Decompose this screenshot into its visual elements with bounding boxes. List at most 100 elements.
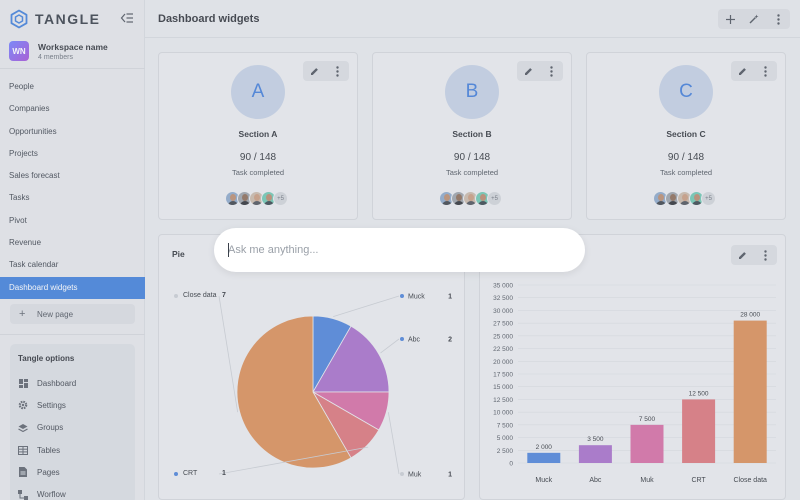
edit-button[interactable] [736, 248, 750, 262]
y-tick-label: 32 500 [493, 295, 513, 302]
option-settings[interactable]: Settings [18, 394, 76, 416]
bar-muk[interactable] [630, 424, 664, 463]
workspace-switcher[interactable]: WN Workspace name 4 members [9, 41, 108, 61]
section-avatar: C [659, 65, 713, 119]
pie-chart-card: Pie Muck 1 Abc 2 Muk 1 Close data 7 CRT 1 [158, 234, 465, 500]
y-tick-label: 35 000 [493, 283, 513, 290]
section-card-c: C Section C 90 / 148 Task completed +5 [586, 52, 786, 220]
avatar [451, 191, 466, 206]
more-members-badge: +5 [487, 191, 502, 206]
pencil-icon [739, 251, 746, 259]
x-tick-label: Muk [640, 477, 654, 484]
y-tick-label: 27 500 [493, 321, 513, 328]
nav-item-opportunities[interactable]: Opportunities [9, 126, 57, 136]
divider [0, 334, 145, 335]
legend-label: Muck [408, 294, 425, 301]
legend-dot [400, 337, 404, 341]
edit-button[interactable] [308, 64, 322, 78]
bar-muck[interactable] [527, 452, 561, 463]
bar-value-label: 7 500 [639, 416, 656, 423]
member-avatars[interactable]: +5 [225, 191, 288, 206]
y-tick-label: 25 000 [493, 333, 513, 340]
new-page-button[interactable]: + New page [10, 304, 135, 324]
bar-abc[interactable] [578, 445, 612, 463]
option-dashboard[interactable]: Dashboard [18, 372, 76, 394]
task-count: 90 / 148 [667, 152, 705, 163]
task-subtitle: Task completed [445, 168, 499, 177]
nav-item-revenue[interactable]: Revenue [9, 238, 42, 248]
option-label: Groups [37, 423, 64, 433]
legend-dot [400, 472, 404, 476]
nav-item-task-calendar[interactable]: Task calendar [9, 260, 59, 270]
workspace-name: Workspace name [38, 41, 108, 52]
new-page-label: New page [37, 309, 74, 319]
more-members-badge: +5 [701, 191, 716, 206]
page-title: Dashboard widgets [158, 13, 260, 25]
divider [0, 68, 145, 69]
add-widget-button[interactable] [723, 12, 737, 26]
more-vertical-icon [550, 65, 553, 77]
more-options-button[interactable] [771, 12, 785, 26]
more-button[interactable] [759, 248, 773, 262]
nav-item-pivot[interactable]: Pivot [9, 215, 27, 225]
legend-value: 1 [448, 472, 452, 479]
options-title: Tangle options [18, 354, 75, 363]
section-title: Section A [238, 129, 278, 139]
workflow-icon [18, 489, 28, 500]
nav-item-sales-forecast[interactable]: Sales forecast [9, 171, 60, 181]
nav-item-projects[interactable]: Projects [9, 148, 38, 158]
y-tick-label: 22 500 [493, 346, 513, 353]
x-tick-label: Muck [535, 477, 552, 484]
card-actions [731, 245, 777, 265]
nav-item-tasks[interactable]: Tasks [9, 193, 30, 203]
edit-button[interactable] [522, 64, 536, 78]
option-tables[interactable]: Tables [18, 439, 76, 461]
more-members-badge: +5 [273, 191, 288, 206]
legend-label: Abc [408, 337, 421, 344]
leader-line [380, 338, 400, 354]
more-button[interactable] [331, 64, 345, 78]
bar-value-label: 12 500 [689, 390, 709, 397]
nav-item-dashboard-widgets[interactable]: Dashboard widgets [0, 276, 145, 299]
ask-input[interactable] [228, 239, 568, 261]
legend-dot [174, 293, 178, 298]
y-tick-label: 17 500 [493, 372, 513, 379]
card-actions [731, 61, 777, 81]
more-button[interactable] [759, 64, 773, 78]
y-tick-label: 20 000 [493, 359, 513, 366]
brand[interactable]: TANGLE [9, 8, 101, 30]
leader-line [333, 295, 400, 318]
legend-item-crt[interactable]: CRT 1 [174, 470, 226, 477]
nav-item-companies[interactable]: Companies [9, 104, 50, 114]
pie-slice-abc[interactable] [312, 325, 390, 393]
ask-bar[interactable] [214, 228, 585, 272]
y-tick-label: 2 500 [497, 448, 514, 455]
pencil-icon [311, 67, 318, 75]
section-avatar: B [445, 65, 499, 119]
pie-slice-close-data[interactable] [236, 315, 352, 469]
plus-icon [725, 14, 735, 24]
legend-label: CRT [183, 470, 198, 477]
legend-label: Close data [183, 292, 217, 299]
legend-item-close-data[interactable]: Close data 7 [174, 292, 226, 299]
x-tick-label: Close data [733, 477, 767, 484]
option-worflow[interactable]: Worflow [18, 483, 76, 500]
collapse-sidebar-icon[interactable] [120, 12, 134, 24]
option-pages[interactable]: Pages [18, 461, 76, 483]
bar-crt[interactable] [682, 399, 716, 463]
y-tick-label: 7 500 [497, 422, 514, 429]
edit-button[interactable] [736, 64, 750, 78]
legend-value: 7 [222, 292, 226, 299]
main-content: Dashboard widgets A Section A 90 / 148 T… [145, 0, 800, 500]
tangle-options-panel: Tangle options Dashboard Settings Groups… [10, 344, 135, 500]
magic-wand-button[interactable] [747, 12, 761, 26]
card-actions [303, 61, 349, 81]
member-avatars[interactable]: +5 [439, 191, 502, 206]
more-vertical-icon [764, 65, 767, 77]
nav-item-people[interactable]: People [9, 82, 34, 91]
member-avatars[interactable]: +5 [653, 191, 716, 206]
more-button[interactable] [545, 64, 559, 78]
bar-close-data[interactable] [733, 320, 767, 463]
option-groups[interactable]: Groups [18, 417, 76, 439]
section-card-b: B Section B 90 / 148 Task completed +5 [372, 52, 572, 220]
